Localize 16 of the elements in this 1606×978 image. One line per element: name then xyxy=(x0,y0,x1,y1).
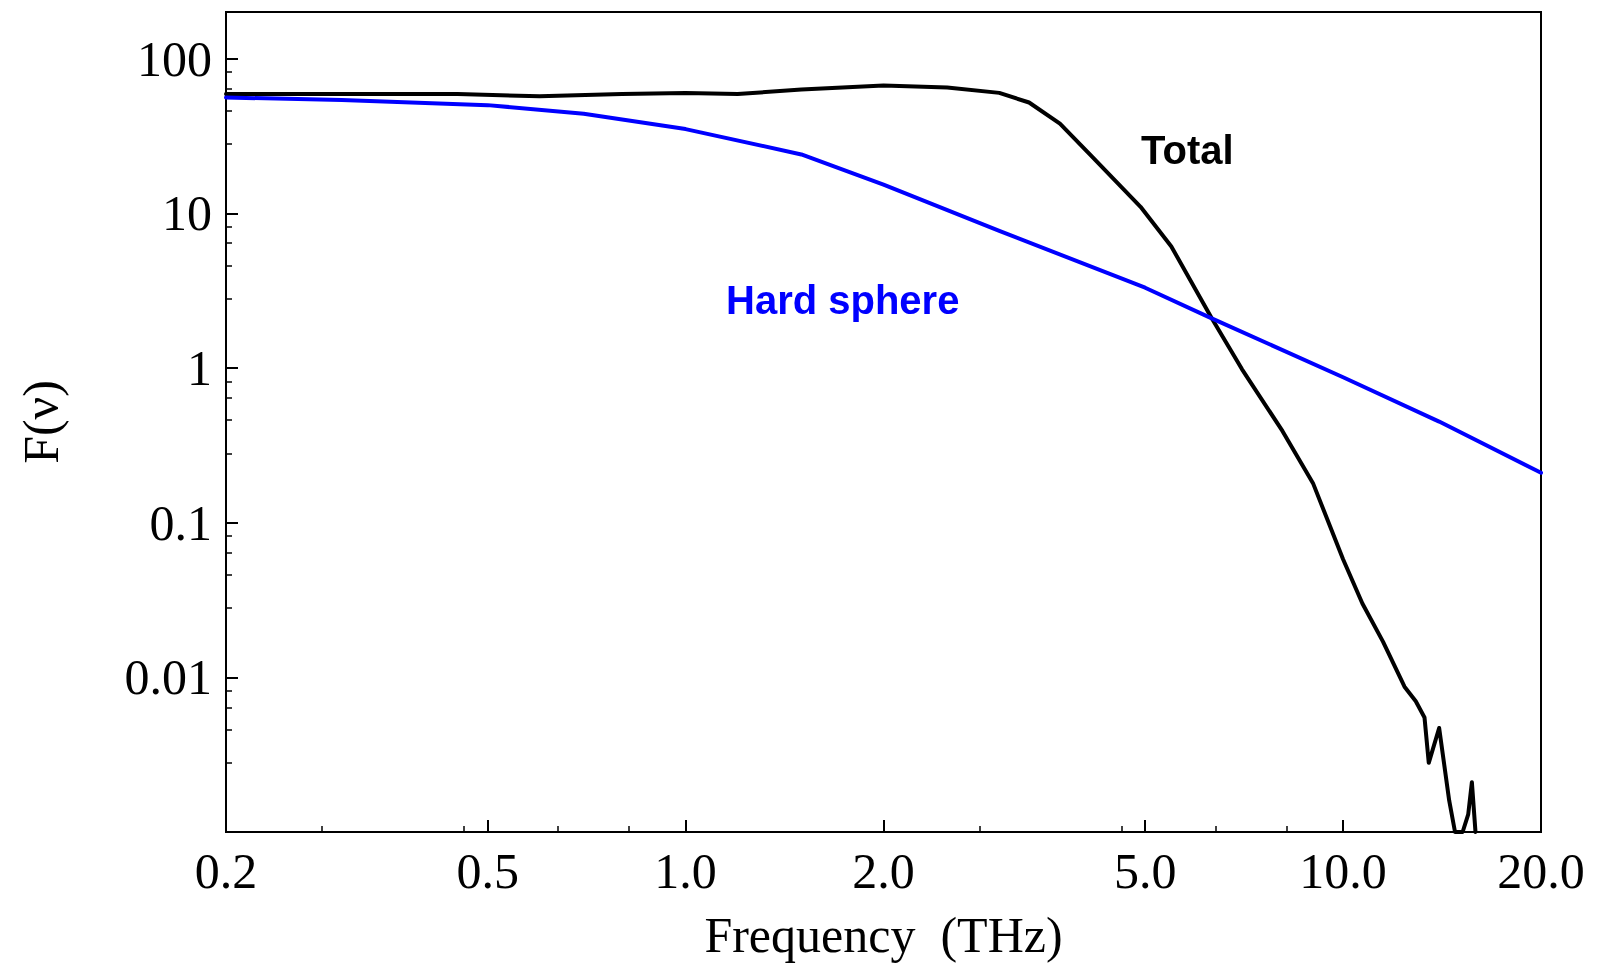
series-label: Total xyxy=(1141,128,1234,172)
x-tick-label: 0.5 xyxy=(456,843,519,899)
x-tick-label: 2.0 xyxy=(852,843,915,899)
x-tick-label: 1.0 xyxy=(654,843,717,899)
series-label: Hard sphere xyxy=(726,278,960,322)
x-tick-label: 20.0 xyxy=(1497,843,1585,899)
x-tick-label: 10.0 xyxy=(1299,843,1387,899)
x-axis-title: Frequency (THz) xyxy=(704,907,1063,963)
y-axis-title: F(ν) xyxy=(13,380,69,464)
y-tick-label: 0.1 xyxy=(149,494,212,551)
y-tick-label: 0.01 xyxy=(124,649,212,706)
x-tick-label: 0.2 xyxy=(194,843,258,899)
x-tick-label: 5.0 xyxy=(1113,843,1177,899)
y-tick-label: 10 xyxy=(162,185,212,242)
y-tick-label: 100 xyxy=(137,30,212,87)
y-tick-label: 1 xyxy=(187,339,212,396)
